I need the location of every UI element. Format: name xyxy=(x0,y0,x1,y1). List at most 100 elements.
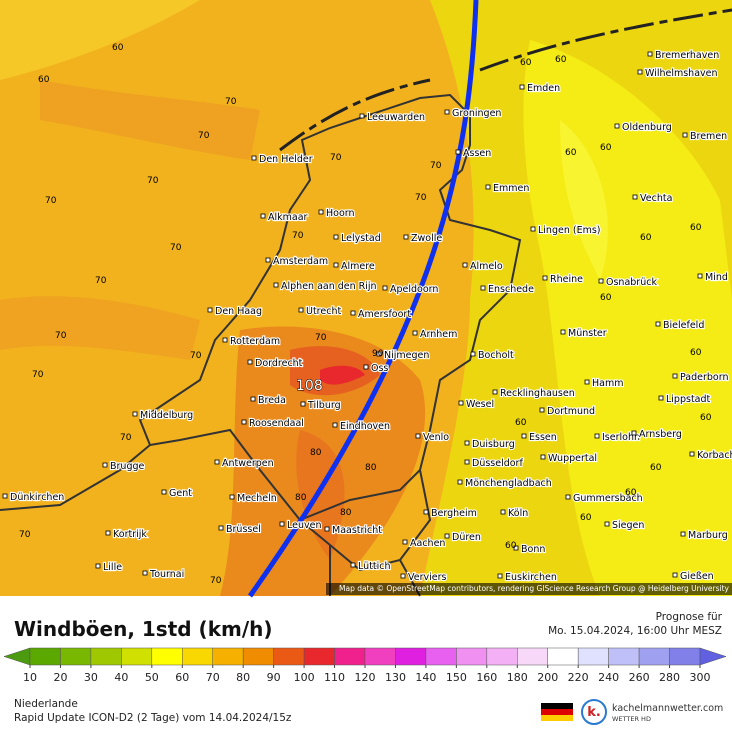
colorbar-segment xyxy=(273,647,305,666)
city-marker xyxy=(565,494,571,500)
forecast-label: Prognose für xyxy=(656,611,723,623)
city-marker xyxy=(214,459,220,465)
colorbar-tick-label: 260 xyxy=(629,671,650,684)
colorbar-tick-label: 110 xyxy=(324,671,345,684)
max-label: 108 xyxy=(296,378,323,394)
city-marker xyxy=(105,530,111,536)
city-marker xyxy=(350,562,356,568)
colorbar-segment xyxy=(212,647,244,666)
colorbar-tick-label: 130 xyxy=(385,671,406,684)
colorbar-segment xyxy=(395,647,427,666)
contour-label: 60 xyxy=(515,418,527,428)
contour-label: 60 xyxy=(505,541,517,551)
contour-label: 70 xyxy=(292,231,304,241)
city-marker xyxy=(279,521,285,527)
city-marker xyxy=(222,337,228,343)
attribution: Map data © OpenStreetMap contributors, r… xyxy=(339,584,730,593)
city-label: Oldenburg xyxy=(622,122,672,133)
colorbar-segment xyxy=(486,647,518,666)
contour-label: 70 xyxy=(198,131,210,141)
city-layer: Bremerhaven Wilhelmshaven Emden Leeuwarden G… xyxy=(2,49,732,584)
contour-label: 60 xyxy=(600,143,612,153)
city-label: Bremen xyxy=(690,131,727,142)
city-label: Aachen xyxy=(410,538,445,549)
city-label: Den Haag xyxy=(215,306,262,317)
city-marker xyxy=(241,419,247,425)
city-marker xyxy=(423,509,429,515)
city-marker xyxy=(251,155,257,161)
contour-label: 80 xyxy=(340,508,352,518)
city-label: Kortrijk xyxy=(113,529,147,540)
city-marker xyxy=(519,84,525,90)
city-marker xyxy=(415,433,421,439)
city-label: Lippstadt xyxy=(666,394,711,405)
contour-label: 60 xyxy=(520,58,532,68)
contour-label: 60 xyxy=(580,513,592,523)
city-marker xyxy=(604,521,610,527)
colorbar-segment xyxy=(121,647,153,666)
city-label: Bergheim xyxy=(431,508,477,519)
colorbar-segment xyxy=(242,647,274,666)
city-marker xyxy=(359,113,365,119)
city-label: Bocholt xyxy=(478,350,514,361)
city-label: Lingen (Ems) xyxy=(538,225,601,236)
contour-label: 70 xyxy=(95,276,107,286)
city-marker xyxy=(614,123,620,129)
contour-label: 60 xyxy=(700,413,712,423)
city-label: Lelystad xyxy=(341,233,381,244)
city-label: Bonn xyxy=(521,544,545,555)
city-marker xyxy=(594,433,600,439)
colorbar-segment xyxy=(60,647,92,666)
city-label: Wilhelmshaven xyxy=(645,68,718,79)
city-marker xyxy=(400,573,406,579)
svg-text:k.: k. xyxy=(587,705,601,720)
city-marker xyxy=(455,149,461,155)
city-label: Leeuwarden xyxy=(367,112,425,123)
colorbar-segment xyxy=(638,647,670,666)
city-label: Roosendaal xyxy=(249,418,304,429)
colorbar-tick-label: 90 xyxy=(267,671,281,684)
city-marker xyxy=(218,525,224,531)
colorbar-tick-label: 80 xyxy=(236,671,250,684)
contour-label: 70 xyxy=(330,153,342,163)
contour-label: 80 xyxy=(310,448,322,458)
city-label: Hamm xyxy=(592,378,623,389)
city-marker xyxy=(458,400,464,406)
city-label: Alphen aan den Rijn xyxy=(281,281,377,292)
city-marker xyxy=(132,411,138,417)
colorbar-segment xyxy=(151,647,183,666)
city-marker xyxy=(682,132,688,138)
city-marker xyxy=(560,329,566,335)
city-label: Korbach xyxy=(697,450,732,461)
city-label: Brugge xyxy=(110,461,145,472)
forecast-time: Mo. 15.04.2024, 16:00 Uhr MESZ xyxy=(548,625,722,637)
colorbar-tick-label: 40 xyxy=(114,671,128,684)
city-marker xyxy=(521,433,527,439)
contour-label: 70 xyxy=(55,331,67,341)
city-label: Tilburg xyxy=(307,400,341,411)
city-marker xyxy=(497,573,503,579)
city-marker xyxy=(382,285,388,291)
city-marker xyxy=(697,273,703,279)
colorbar-segment xyxy=(517,647,548,666)
city-marker xyxy=(324,526,330,532)
contour-label: 60 xyxy=(690,348,702,358)
city-label: Verviers xyxy=(408,572,447,583)
city-label: Rotterdam xyxy=(230,336,280,347)
city-label: Maastricht xyxy=(332,525,382,536)
city-marker xyxy=(464,440,470,446)
city-label: Duisburg xyxy=(472,439,515,450)
colorbar-tick-label: 50 xyxy=(145,671,159,684)
city-label: Marburg xyxy=(688,530,728,541)
colorbar-segment xyxy=(364,647,396,666)
city-label: Hoorn xyxy=(326,208,355,219)
colorbar-tick-label: 220 xyxy=(568,671,589,684)
city-label: Brüssel xyxy=(226,524,261,535)
city-marker xyxy=(403,234,409,240)
colorbar-tick-label: 300 xyxy=(690,671,711,684)
logos: k. xyxy=(541,699,607,725)
city-marker xyxy=(500,509,506,515)
contour-label: 70 xyxy=(147,176,159,186)
city-label: Recklinghausen xyxy=(500,388,575,399)
city-label: Eindhoven xyxy=(340,421,390,432)
